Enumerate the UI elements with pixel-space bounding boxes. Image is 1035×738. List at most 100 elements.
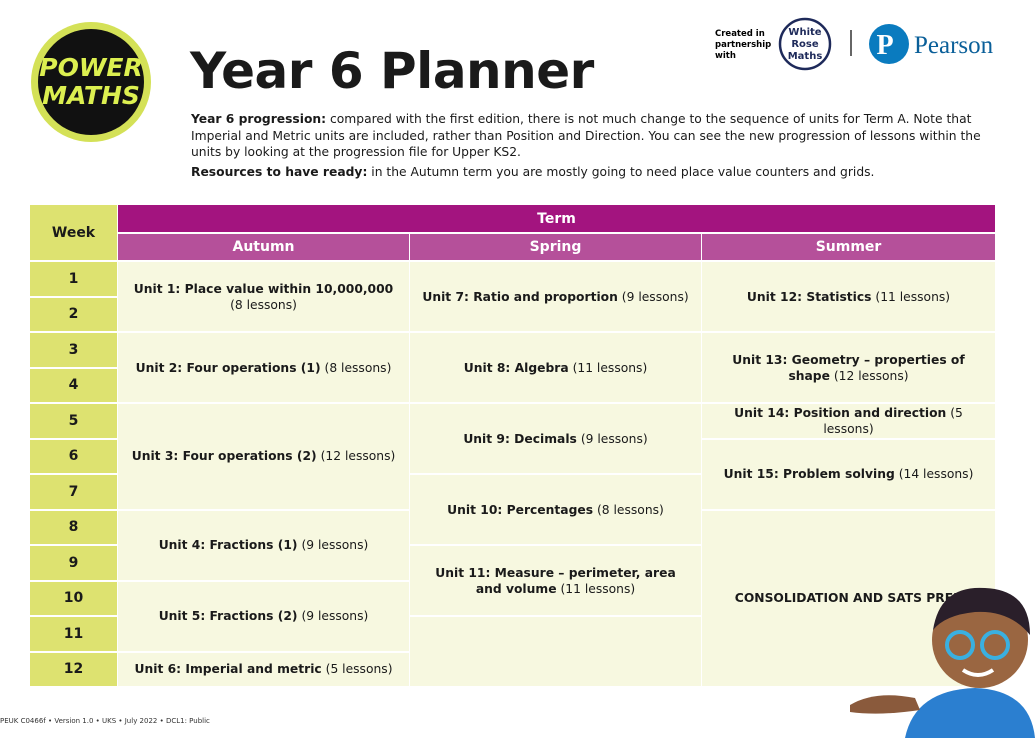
unit-lessons: (9 lessons) — [580, 431, 648, 446]
week-number: 7 — [68, 483, 79, 500]
unit-cell: Unit 14: Position and direction (5 lesso… — [702, 404, 995, 438]
week-cell: 10 — [30, 581, 117, 615]
unit-cell: Unit 2: Four operations (1) (8 lessons) — [118, 333, 409, 402]
term-header-text: Term — [537, 210, 576, 227]
unit-title: Unit 12: Statistics — [746, 289, 872, 304]
week-number: 6 — [68, 448, 79, 465]
unit-cell: Unit 3: Four operations (2) (12 lessons) — [118, 404, 409, 509]
week-cell: 7 — [30, 475, 117, 509]
logo-disc — [38, 29, 144, 135]
week-cell: 9 — [30, 546, 117, 580]
unit-text: Unit 14: Position and direction (5 lesso… — [714, 405, 983, 437]
unit-title: Unit 11: Measure – perimeter, area and v… — [435, 565, 676, 596]
unit-cell: Unit 7: Ratio and proportion (9 lessons) — [410, 262, 701, 331]
unit-text: Unit 12: Statistics (11 lessons) — [747, 289, 950, 305]
unit-title: Unit 13: Geometry – properties of shape — [732, 352, 965, 383]
pearson-logo — [869, 24, 909, 64]
unit-cell: Unit 9: Decimals (9 lessons) — [410, 404, 701, 473]
week-cell: 1 — [30, 262, 117, 296]
unit-cell — [410, 617, 701, 686]
unit-lessons: (9 lessons) — [301, 609, 369, 623]
partner-note: Created in — [715, 29, 765, 39]
intro-paragraph: Resources to have ready: in the Autumn t… — [191, 164, 991, 181]
unit-text: Unit 11: Measure – perimeter, area and v… — [422, 565, 689, 597]
unit-title: Unit 10: Percentages — [447, 502, 594, 517]
unit-text: Unit 6: Imperial and metric (5 lessons) — [135, 661, 393, 677]
week-number: 5 — [68, 412, 79, 429]
wrm-text: Maths — [788, 51, 823, 62]
unit-cell: Unit 1: Place value within 10,000,000 (8… — [118, 262, 409, 331]
season-header-text: Spring — [529, 239, 582, 255]
hair — [933, 587, 1030, 635]
intro-text: in the Autumn term you are mostly going … — [367, 165, 875, 179]
week-number: 9 — [68, 554, 79, 571]
unit-lessons: (9 lessons) — [301, 538, 369, 552]
intro-label: Resources to have ready: — [191, 165, 368, 179]
unit-cell: Unit 15: Problem solving (14 lessons) — [702, 439, 995, 509]
unit-title: Unit 1: Place value within 10,000,000 — [133, 281, 394, 296]
unit-title: CONSOLIDATION AND SATS PREP — [734, 591, 963, 606]
week-header: Week — [30, 205, 117, 260]
week-header-text: Week — [51, 224, 96, 241]
unit-lessons: (8 lessons) — [596, 502, 664, 517]
unit-text: Unit 5: Fractions (2) (9 lessons) — [159, 608, 369, 624]
unit-lessons: (11 lessons) — [875, 289, 951, 304]
unit-title: Unit 4: Fractions (1) — [158, 538, 298, 552]
week-cell: 6 — [30, 439, 117, 473]
week-cell: 11 — [30, 617, 117, 651]
unit-lessons: (8 lessons) — [230, 297, 297, 312]
unit-cell: Unit 6: Imperial and metric (5 lessons) — [118, 652, 409, 686]
intro-label: Year 6 progression: — [191, 112, 327, 126]
unit-text: Unit 10: Percentages (8 lessons) — [447, 502, 664, 518]
unit-text: Unit 1: Place value within 10,000,000 (8… — [130, 281, 397, 313]
week-cell: 12 — [30, 652, 117, 686]
season-header-text: Summer — [815, 239, 882, 255]
wrm-text: White — [788, 27, 821, 38]
unit-lessons: (12 lessons) — [320, 449, 396, 464]
week-cell: 3 — [30, 333, 117, 367]
unit-cell: Unit 4: Fractions (1) (9 lessons) — [118, 510, 409, 580]
unit-cell: Unit 10: Percentages (8 lessons) — [410, 475, 701, 544]
footer: PEUK C0466f • Version 1.0 • UKS • July 2… — [0, 717, 210, 725]
season-header: Summer — [702, 234, 995, 260]
unit-lessons: (14 lessons) — [898, 467, 974, 481]
partner-note: with — [715, 51, 736, 61]
week-number: 2 — [68, 306, 79, 323]
week-number: 12 — [63, 661, 84, 678]
wrm-logo — [778, 17, 832, 71]
week-number: 4 — [68, 377, 79, 394]
unit-text: Unit 3: Four operations (2) (12 lessons) — [132, 448, 396, 464]
unit-cell: Unit 11: Measure – perimeter, area and v… — [410, 546, 701, 615]
unit-cell: Unit 12: Statistics (11 lessons) — [702, 262, 995, 331]
header-graphics: POWER MATHS Created in partnership with … — [31, 17, 994, 142]
unit-title: Unit 14: Position and direction — [734, 405, 947, 420]
publisher: Pearson — [914, 32, 994, 59]
unit-title: Unit 7: Ratio and proportion — [422, 289, 618, 304]
glasses — [980, 630, 1010, 660]
unit-lessons: (5 lessons) — [325, 662, 393, 677]
unit-lessons: (5 lessons) — [823, 405, 963, 436]
week-number: 11 — [63, 625, 84, 642]
season-header-text: Autumn — [232, 239, 295, 255]
unit-text: CONSOLIDATION AND SATS PREP — [735, 590, 962, 606]
smile — [961, 668, 995, 677]
season-header: Autumn — [118, 234, 409, 260]
logo-text: MATHS — [42, 81, 140, 110]
week-cell: 4 — [30, 368, 117, 402]
unit-cell: Unit 13: Geometry – properties of shape … — [702, 333, 995, 402]
unit-title: Unit 9: Decimals — [463, 431, 577, 446]
title: Year 6 Planner — [190, 42, 594, 100]
unit-cell: Unit 8: Algebra (11 lessons) — [410, 333, 701, 402]
unit-title: Unit 3: Four operations (2) — [131, 449, 317, 464]
unit-text: Unit 7: Ratio and proportion (9 lessons) — [422, 289, 688, 305]
week-cell: 2 — [30, 297, 117, 331]
unit-lessons: (8 lessons) — [324, 360, 392, 375]
unit-text: Unit 8: Algebra (11 lessons) — [464, 360, 648, 376]
unit-title: Unit 6: Imperial and metric — [134, 662, 322, 677]
unit-cell: Unit 5: Fractions (2) (9 lessons) — [118, 581, 409, 651]
unit-text: Unit 9: Decimals (9 lessons) — [463, 431, 647, 447]
week-number: 8 — [68, 519, 79, 536]
week-number: 10 — [63, 590, 84, 607]
term-header: Term — [118, 205, 995, 232]
